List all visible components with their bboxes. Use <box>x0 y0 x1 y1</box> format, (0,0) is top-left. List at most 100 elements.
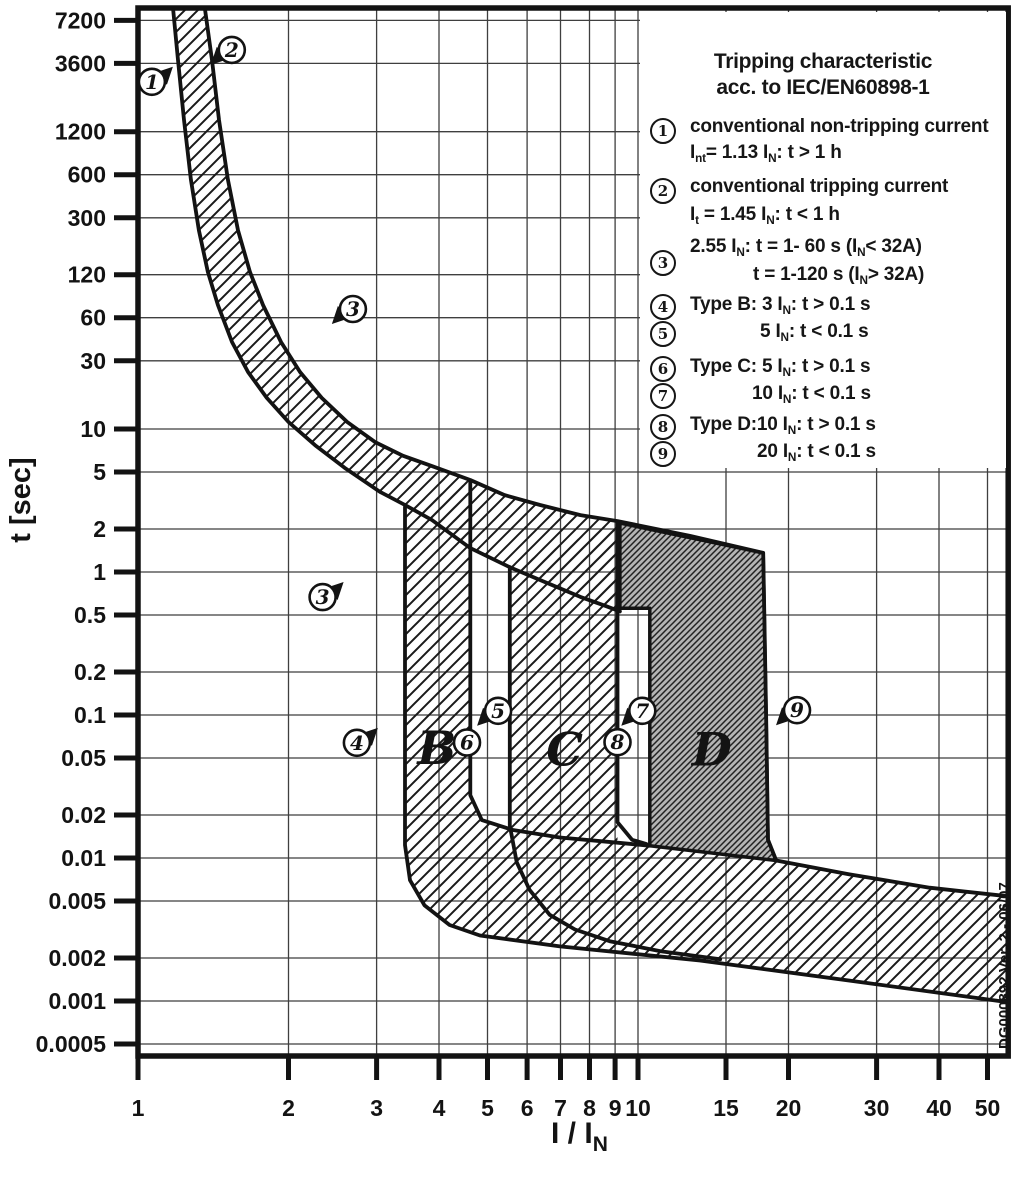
legend-item-5-number: 5 <box>650 321 676 347</box>
plot-marker-4-4: 4 <box>342 727 378 758</box>
tripping-bands <box>173 7 1009 1003</box>
x-axis-title: I / IN <box>551 1117 608 1156</box>
marker-circle <box>782 695 812 725</box>
legend-item-7-number: 7 <box>650 383 676 409</box>
band-letters: B C D <box>415 721 732 777</box>
type-c-band <box>509 521 618 845</box>
marker-circle <box>137 67 167 97</box>
x-tick-label-1: 1 <box>132 1095 145 1121</box>
y-tick-label-0.1: 0.1 <box>74 702 106 728</box>
legend-item-8-number: 8 <box>650 414 676 440</box>
y-tick-label-60: 60 <box>80 305 106 331</box>
type-c-upper-limit <box>615 520 649 846</box>
plot-marker-8-8: 8 <box>603 727 632 757</box>
x-tick-label-50: 50 <box>975 1095 1001 1121</box>
y-tick-label-3600: 3600 <box>55 50 106 76</box>
x-tick-label-6: 6 <box>521 1095 534 1121</box>
plot-marker-3-2: 3 <box>331 294 368 325</box>
plot-marker-9-9: 9 <box>776 695 812 726</box>
legend-item-1-line-2: Int= 1.13 IN: t > 1 h <box>690 142 842 166</box>
y-tick-label-1: 1 <box>93 559 106 585</box>
marker-number: 4 <box>350 731 364 755</box>
y-tick-label-30: 30 <box>80 348 106 374</box>
marker-number: 2 <box>224 38 239 62</box>
y-axis-title: t [sec] <box>5 457 37 542</box>
y-tick-label-7200: 7200 <box>55 7 106 33</box>
x-tick-label-9: 9 <box>609 1095 622 1121</box>
band-label-D: D <box>690 723 732 777</box>
band-label-C: C <box>546 723 583 777</box>
marker-circle <box>483 696 513 726</box>
y-tick-label-10: 10 <box>80 416 106 442</box>
marker-circle <box>308 582 337 612</box>
legend-item-7-line-1: 10 IN: t < 0.1 s <box>752 383 871 407</box>
marker-number: 7 <box>635 699 649 723</box>
legend-title-line2: acc. to IEC/EN60898-1 <box>716 76 930 99</box>
legend-item-2-line-2: It = 1.45 IN: t < 1 h <box>690 204 840 228</box>
x-tick-label-2: 2 <box>282 1095 295 1121</box>
boundary-curves <box>171 6 1011 1005</box>
x-tick-label-3: 3 <box>370 1095 383 1121</box>
axis-ticks-and-labels: 1 2 3 4 5 6 7 8 9 10 15 20 30 40 507200360012006003001… <box>36 7 1001 1121</box>
y-tick-label-600: 600 <box>68 162 106 188</box>
legend: Tripping characteristic acc. to IEC/EN60… <box>640 12 1006 468</box>
plot-border-layer <box>135 5 1011 1059</box>
x-tick-label-30: 30 <box>864 1095 890 1121</box>
y-tick-label-0.05: 0.05 <box>61 745 106 771</box>
legend-title-line1: Tripping characteristic <box>713 50 933 73</box>
x-tick-label-5: 5 <box>481 1095 494 1121</box>
x-tick-label-4: 4 <box>433 1095 446 1121</box>
upper-boundary-curve <box>202 6 1011 899</box>
type-b-band-and-instantaneous-strip <box>405 482 1009 1003</box>
marker-circle <box>338 294 368 324</box>
y-tick-label-120: 120 <box>68 262 106 288</box>
y-tick-label-0.0005: 0.0005 <box>36 1031 107 1057</box>
legend-item-3-number: 3 <box>650 250 676 276</box>
y-tick-label-0.001: 0.001 <box>48 988 106 1014</box>
marker-circle <box>452 728 482 757</box>
plot-border <box>135 5 1011 1059</box>
legend-item-8-line-1: Type D:10 IN: t > 0.1 s <box>690 414 876 438</box>
legend-item-4-line-1: Type B: 3 IN: t > 0.1 s <box>690 294 871 318</box>
legend-item-2-line-1: conventional tripping current <box>690 176 949 197</box>
legend-item-1-line-1: conventional non-tripping current <box>690 116 989 137</box>
legend-item-6-number: 6 <box>650 356 676 382</box>
x-tick-label-40: 40 <box>926 1095 952 1121</box>
marker-number: 8 <box>610 730 625 754</box>
marker-circle <box>627 696 657 726</box>
y-tick-label-0.02: 0.02 <box>61 802 106 828</box>
x-tick-label-15: 15 <box>713 1095 739 1121</box>
y-tick-label-2: 2 <box>93 516 106 542</box>
legend-item-9-line-1: 20 IN: t < 0.1 s <box>757 441 876 465</box>
legend-item-4-number: 4 <box>650 294 676 320</box>
legend-item-5-line-1: 5 IN: t < 0.1 s <box>760 321 869 345</box>
plot-marker-1-0: 1 <box>137 66 173 97</box>
marker-number: 3 <box>346 297 360 321</box>
x-tick-label-10: 10 <box>625 1095 651 1121</box>
y-tick-label-0.5: 0.5 <box>74 602 106 628</box>
document-version-note: DG000892 Ver. 2 - 06/07 <box>996 882 1013 1049</box>
x-tick-label-7: 7 <box>554 1095 567 1121</box>
marker-number: 1 <box>145 70 159 94</box>
legend-item-3-line-2: t = 1-120 s (IN> 32A) <box>753 264 925 288</box>
band-label-B: B <box>415 721 456 775</box>
y-tick-label-300: 300 <box>68 205 106 231</box>
x-tick-label-20: 20 <box>776 1095 802 1121</box>
legend-item-6-line-1: Type C: 5 IN: t > 0.1 s <box>690 356 871 380</box>
type-b-upper-limit <box>468 480 652 848</box>
y-tick-label-0.005: 0.005 <box>48 888 106 914</box>
plot-marker-7-7: 7 <box>621 696 657 726</box>
y-tick-label-1200: 1200 <box>55 119 106 145</box>
plot-marker-6-6: 6 <box>452 728 482 757</box>
type-c-lower-limit <box>507 565 723 962</box>
plot-marker-5-5: 5 <box>477 696 513 726</box>
plot-marker-3-3: 3 <box>308 582 344 612</box>
marker-number: 3 <box>316 585 330 609</box>
y-tick-label-0.2: 0.2 <box>74 659 106 685</box>
type-b-lower-limit <box>403 505 1011 1005</box>
lower-boundary-curve <box>171 6 622 614</box>
marker-circle <box>603 727 632 757</box>
y-tick-label-0.01: 0.01 <box>61 845 106 871</box>
